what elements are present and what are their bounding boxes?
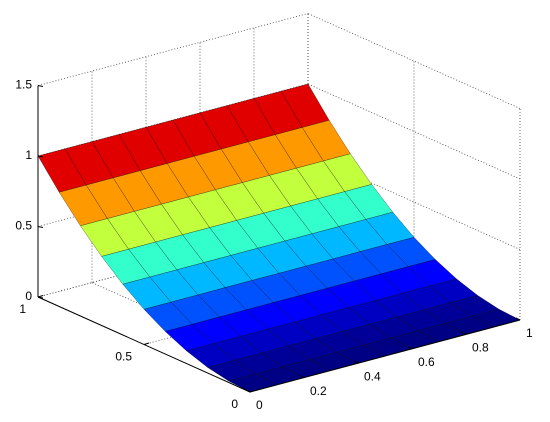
y-tick — [143, 342, 150, 345]
z-tick-label: 0.5 — [15, 219, 32, 233]
y-tick-label: 1 — [19, 302, 26, 316]
z-tick — [37, 85, 44, 87]
z-tick — [37, 155, 44, 158]
x-tick — [245, 389, 251, 393]
x-tick — [515, 317, 521, 321]
x-tick-label: 1 — [526, 326, 533, 340]
grid-line — [37, 13, 309, 86]
z-tick — [37, 296, 44, 299]
x-tick-label: 0.4 — [364, 369, 381, 383]
z-tick-label: 1.5 — [15, 78, 32, 92]
y-tick — [249, 390, 256, 393]
x-tick — [353, 360, 359, 364]
grid-line — [307, 13, 521, 109]
x-tick — [407, 346, 413, 350]
x-tick-label: 0.6 — [418, 355, 435, 369]
z-tick — [37, 226, 44, 228]
z-tick-label: 1 — [25, 148, 32, 162]
y-tick-label: 0.5 — [115, 350, 132, 364]
x-tick-label: 0.8 — [472, 341, 489, 355]
z-tick-label: 0 — [25, 289, 32, 303]
x-axis — [249, 319, 521, 393]
x-tick — [461, 331, 467, 335]
x-tick-label: 0 — [256, 398, 263, 412]
x-tick-label: 0.2 — [310, 384, 327, 398]
x-tick — [299, 375, 305, 379]
y-tick-label: 0 — [231, 397, 238, 411]
